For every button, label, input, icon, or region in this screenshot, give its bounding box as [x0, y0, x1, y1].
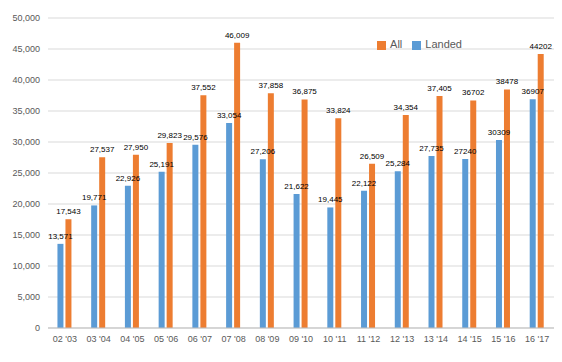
svg-text:27,735: 27,735: [419, 144, 444, 153]
svg-text:34,354: 34,354: [394, 103, 419, 112]
svg-text:45,000: 45,000: [12, 44, 40, 54]
svg-text:14 '15: 14 '15: [458, 334, 482, 344]
svg-text:13 '14: 13 '14: [424, 334, 448, 344]
svg-text:10 '11: 10 '11: [323, 334, 347, 344]
svg-text:08 '09: 08 '09: [255, 334, 279, 344]
svg-text:29,576: 29,576: [183, 133, 208, 142]
svg-text:0: 0: [35, 323, 40, 333]
svg-text:5,000: 5,000: [17, 292, 40, 302]
svg-text:10,000: 10,000: [12, 261, 40, 271]
svg-text:21,622: 21,622: [284, 182, 309, 191]
svg-text:27240: 27240: [454, 147, 477, 156]
svg-text:27,206: 27,206: [251, 147, 276, 156]
svg-text:25,000: 25,000: [12, 168, 40, 178]
svg-text:36907: 36907: [522, 87, 545, 96]
svg-text:35,000: 35,000: [12, 106, 40, 116]
svg-text:50,000: 50,000: [12, 13, 40, 23]
svg-text:15 '16: 15 '16: [491, 334, 515, 344]
svg-text:25,284: 25,284: [386, 159, 411, 168]
svg-text:33,824: 33,824: [326, 106, 351, 115]
svg-text:40,000: 40,000: [12, 75, 40, 85]
svg-text:30309: 30309: [488, 128, 511, 137]
svg-text:29,823: 29,823: [157, 131, 182, 140]
html-text:Landed: Landed: [425, 38, 462, 50]
svg-text:05 '06: 05 '06: [154, 334, 178, 344]
svg-text:03 '04: 03 '04: [86, 334, 110, 344]
html-text:All: All: [390, 38, 403, 50]
svg-text:37,858: 37,858: [259, 81, 284, 90]
svg-text:27,537: 27,537: [90, 145, 115, 154]
svg-text:20,000: 20,000: [12, 199, 40, 209]
svg-text:07 '08: 07 '08: [221, 334, 245, 344]
svg-text:15,000: 15,000: [12, 230, 40, 240]
svg-text:26,509: 26,509: [360, 152, 385, 161]
svg-text:37,552: 37,552: [191, 83, 216, 92]
svg-text:06 '07: 06 '07: [188, 334, 212, 344]
svg-text:13,571: 13,571: [48, 232, 73, 241]
svg-text:11 '12: 11 '12: [357, 334, 381, 344]
svg-text:12 '13: 12 '13: [390, 334, 414, 344]
svg-text:17,543: 17,543: [56, 207, 81, 216]
svg-text:33,054: 33,054: [217, 111, 242, 120]
svg-text:25,191: 25,191: [149, 160, 174, 169]
svg-text:36702: 36702: [462, 88, 485, 97]
svg-text:09 '10: 09 '10: [289, 334, 313, 344]
svg-text:22,926: 22,926: [116, 174, 141, 183]
svg-text:36,875: 36,875: [292, 87, 317, 96]
svg-text:44202: 44202: [530, 42, 553, 51]
svg-text:27,950: 27,950: [124, 143, 149, 152]
svg-text:38478: 38478: [496, 77, 519, 86]
svg-text:37,405: 37,405: [427, 84, 452, 93]
svg-text:19,771: 19,771: [82, 193, 107, 202]
svg-text:02 '03: 02 '03: [53, 334, 77, 344]
svg-text:16 '17: 16 '17: [525, 334, 549, 344]
svg-text:19,445: 19,445: [318, 195, 343, 204]
svg-text:04 '05: 04 '05: [120, 334, 144, 344]
svg-text:30,000: 30,000: [12, 137, 40, 147]
svg-text:22,122: 22,122: [352, 179, 377, 188]
svg-text:46,009: 46,009: [225, 31, 250, 40]
